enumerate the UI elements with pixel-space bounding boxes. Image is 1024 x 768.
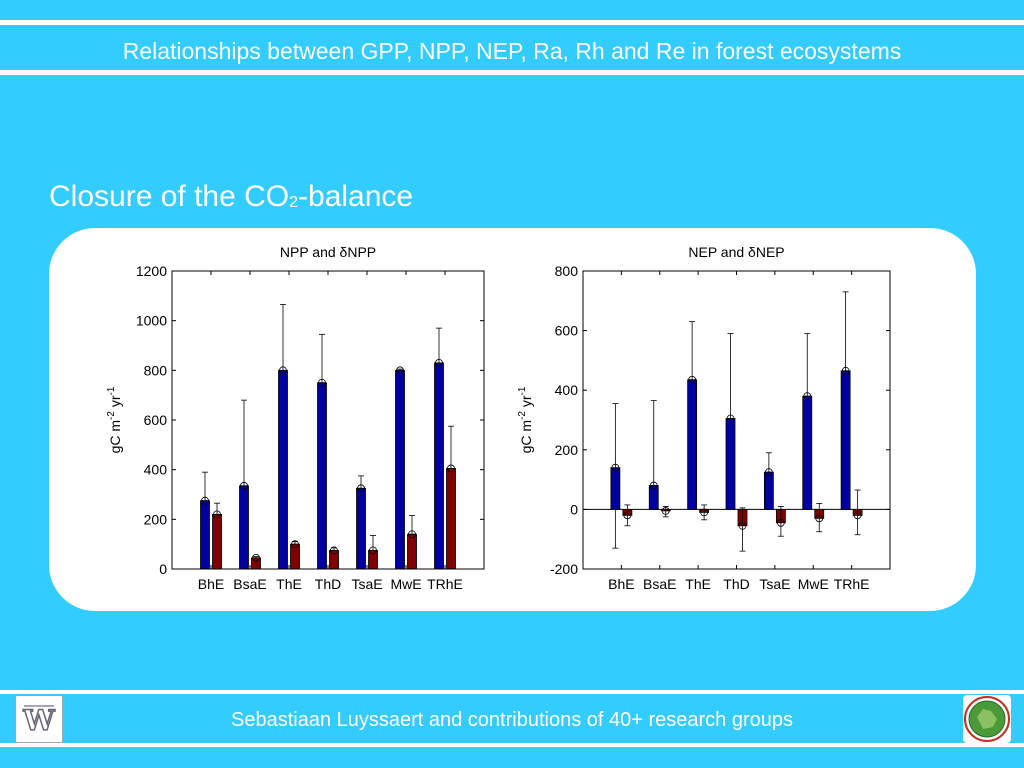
chart-title: NPP and δNPP	[280, 244, 376, 260]
carboeurope-logo	[963, 695, 1011, 743]
mean-marker	[661, 506, 670, 515]
mean-marker	[623, 511, 632, 520]
y-axis-label-part: -1	[106, 386, 117, 395]
y-tick-label: -200	[550, 561, 578, 577]
mean-marker	[776, 518, 785, 527]
footer-top-line	[0, 690, 1024, 694]
mean-marker	[853, 511, 862, 520]
x-tick-label-trhe: TRhE	[834, 576, 870, 592]
bar-the-0	[687, 379, 698, 510]
mean-marker	[369, 546, 377, 555]
mean-marker	[291, 540, 299, 549]
bar-trhe-0	[840, 370, 851, 510]
slide-heading: Closure of the CO2-balance	[49, 180, 413, 214]
x-tick-label-bsae: BsaE	[643, 576, 676, 592]
x-tick-label-thd: ThD	[315, 576, 341, 592]
mean-marker	[803, 392, 812, 401]
mean-marker	[279, 366, 287, 375]
x-tick-label-mwe: MwE	[798, 576, 829, 592]
mean-marker	[649, 481, 658, 490]
mean-marker	[213, 510, 221, 519]
x-tick-label-the: ThE	[685, 576, 711, 592]
mean-marker	[738, 521, 747, 530]
slide-heading-suffix: -balance	[298, 180, 414, 213]
x-tick-label-tsae: TsaE	[759, 576, 790, 592]
mean-marker	[700, 508, 709, 517]
mean-marker	[688, 375, 697, 384]
bar-tsae-0	[763, 471, 774, 510]
mean-marker	[611, 463, 620, 472]
mean-marker	[408, 530, 416, 539]
x-tick-label-tsae: TsaE	[351, 576, 382, 592]
slide-title: Relationships between GPP, NPP, NEP, Ra,…	[122, 38, 902, 64]
mean-marker	[396, 366, 404, 375]
mean-marker	[841, 366, 850, 375]
mean-marker	[318, 378, 326, 387]
footer-bottom-line	[0, 743, 1024, 747]
slide-heading-text: Closure of the CO	[49, 180, 290, 213]
y-axis-label-part: -2	[106, 411, 117, 420]
mean-marker	[252, 553, 260, 562]
y-tick-label: 200	[555, 442, 579, 458]
y-tick-label: 0	[159, 561, 167, 577]
x-tick-label-mwe: MwE	[390, 576, 421, 592]
chart-title: NEP and δNEP	[688, 244, 784, 260]
mean-marker	[240, 481, 248, 490]
y-tick-label: 800	[144, 362, 168, 378]
slide-heading-subscript: 2	[289, 194, 299, 211]
mean-marker	[815, 514, 824, 523]
university-logo: W	[15, 695, 63, 743]
mean-marker	[447, 464, 455, 473]
y-tick-label: 400	[555, 382, 579, 398]
y-axis-label-part: -2	[517, 411, 528, 420]
mean-marker	[764, 468, 773, 477]
x-tick-label-bhe: BhE	[608, 576, 634, 592]
y-axis-label-part: gC m	[107, 420, 123, 453]
y-tick-label: 800	[555, 263, 579, 279]
svg-text:W: W	[22, 704, 55, 737]
y-tick-label: 1200	[136, 263, 167, 279]
y-axis-label-part: -1	[517, 386, 528, 395]
bar-mwe-0	[802, 395, 813, 510]
carboeurope-logo-mark	[964, 696, 1010, 742]
y-axis-label-part: yr	[107, 395, 123, 411]
y-tick-label: 400	[144, 462, 168, 478]
x-tick-label-trhe: TRhE	[427, 576, 463, 592]
header-top-line	[0, 20, 1024, 25]
mean-marker	[435, 358, 443, 367]
mean-marker	[357, 484, 365, 493]
footer-credit: Sebastiaan Luyssaert and contributions o…	[230, 709, 794, 731]
header-bottom-line	[0, 70, 1024, 75]
x-tick-label-thd: ThD	[723, 576, 749, 592]
mean-marker	[726, 414, 735, 423]
y-tick-label: 600	[555, 323, 579, 339]
mean-marker	[330, 546, 338, 555]
x-tick-label-the: ThE	[276, 576, 302, 592]
bar-thd-0	[725, 418, 736, 510]
university-logo-mark: W	[22, 703, 57, 738]
y-axis-label: gC m-2 yr-1	[517, 386, 534, 453]
y-axis-label: gC m-2 yr-1	[106, 386, 123, 453]
x-tick-label-bhe: BhE	[198, 576, 224, 592]
x-tick-label-bsae: BsaE	[233, 576, 266, 592]
y-tick-label: 1000	[136, 313, 167, 329]
y-axis-label-part: gC m	[518, 420, 534, 453]
mean-marker	[201, 496, 209, 505]
y-tick-label: 0	[570, 501, 578, 517]
y-tick-label: 200	[144, 511, 168, 527]
y-tick-label: 600	[144, 412, 168, 428]
y-axis-label-part: yr	[518, 395, 534, 411]
